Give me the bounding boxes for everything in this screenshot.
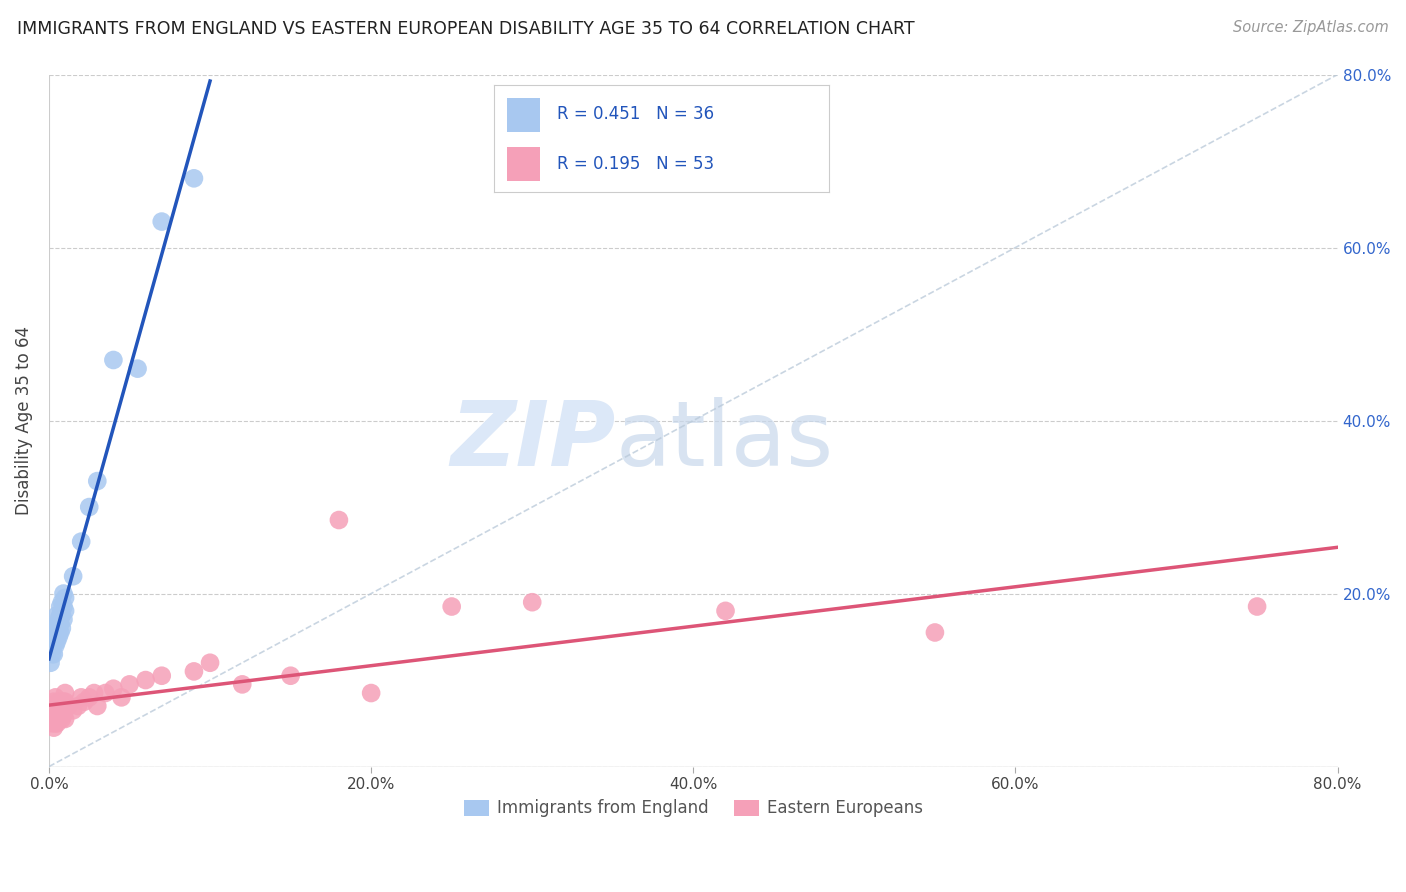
Point: [522, 595, 544, 609]
Point: [86, 474, 108, 488]
Point: [94, 686, 117, 700]
Point: [53, 686, 76, 700]
Point: [42, 625, 65, 640]
Legend: Immigrants from England, Eastern Europeans: Immigrants from England, Eastern Europea…: [457, 793, 929, 824]
Text: ZIP: ZIP: [451, 397, 616, 485]
Point: [53, 591, 76, 605]
Point: [41, 647, 63, 661]
Point: [103, 681, 125, 696]
Point: [49, 608, 72, 623]
Point: [66, 698, 89, 713]
Point: [53, 703, 76, 717]
Point: [77, 500, 100, 514]
Point: [53, 712, 76, 726]
Point: [48, 621, 70, 635]
Point: [198, 656, 221, 670]
Point: [49, 616, 72, 631]
Point: [46, 608, 69, 623]
Text: atlas: atlas: [616, 397, 834, 485]
Point: [924, 625, 946, 640]
Point: [51, 621, 73, 635]
Point: [51, 703, 73, 717]
Point: [46, 707, 69, 722]
Point: [103, 353, 125, 368]
Point: [39, 712, 62, 726]
Point: [46, 616, 69, 631]
Point: [42, 712, 65, 726]
Point: [49, 698, 72, 713]
Point: [52, 586, 75, 600]
Point: [44, 630, 66, 644]
Point: [86, 698, 108, 713]
Point: [49, 707, 72, 722]
Point: [280, 669, 302, 683]
Point: [70, 534, 93, 549]
Point: [39, 703, 62, 717]
Point: [52, 599, 75, 614]
Point: [52, 695, 75, 709]
Point: [44, 639, 66, 653]
Point: [46, 698, 69, 713]
Point: [53, 604, 76, 618]
Point: [135, 673, 157, 687]
Point: [42, 721, 65, 735]
Point: [58, 698, 80, 713]
Point: [48, 712, 70, 726]
Point: [48, 695, 70, 709]
Point: [46, 716, 69, 731]
Point: [150, 214, 173, 228]
Point: [41, 639, 63, 653]
Point: [62, 569, 84, 583]
Point: [48, 630, 70, 644]
Point: [183, 665, 205, 679]
Point: [53, 695, 76, 709]
Point: [44, 707, 66, 722]
Point: [73, 695, 96, 709]
Point: [39, 656, 62, 670]
Point: [44, 698, 66, 713]
Y-axis label: Disability Age 35 to 64: Disability Age 35 to 64: [15, 326, 32, 515]
Point: [127, 361, 149, 376]
Point: [1246, 599, 1268, 614]
Point: [48, 703, 70, 717]
Point: [77, 690, 100, 705]
Point: [51, 712, 73, 726]
Text: IMMIGRANTS FROM ENGLAND VS EASTERN EUROPEAN DISABILITY AGE 35 TO 64 CORRELATION : IMMIGRANTS FROM ENGLAND VS EASTERN EUROP…: [17, 20, 914, 37]
Point: [52, 707, 75, 722]
Point: [49, 599, 72, 614]
Point: [48, 613, 70, 627]
Point: [46, 634, 69, 648]
Point: [44, 716, 66, 731]
Point: [110, 690, 132, 705]
Point: [328, 513, 350, 527]
Point: [83, 686, 105, 700]
Point: [52, 613, 75, 627]
Point: [46, 625, 69, 640]
Point: [714, 604, 737, 618]
Point: [42, 695, 65, 709]
Point: [44, 621, 66, 635]
Point: [42, 703, 65, 717]
Point: [231, 677, 253, 691]
Point: [42, 634, 65, 648]
Point: [62, 703, 84, 717]
Point: [51, 595, 73, 609]
Point: [49, 625, 72, 640]
Point: [118, 677, 141, 691]
Point: [51, 608, 73, 623]
Point: [41, 716, 63, 731]
Text: Source: ZipAtlas.com: Source: ZipAtlas.com: [1233, 20, 1389, 35]
Point: [183, 171, 205, 186]
Point: [44, 690, 66, 705]
Point: [360, 686, 382, 700]
Point: [41, 707, 63, 722]
Point: [42, 647, 65, 661]
Point: [440, 599, 463, 614]
Point: [70, 690, 93, 705]
Point: [150, 669, 173, 683]
